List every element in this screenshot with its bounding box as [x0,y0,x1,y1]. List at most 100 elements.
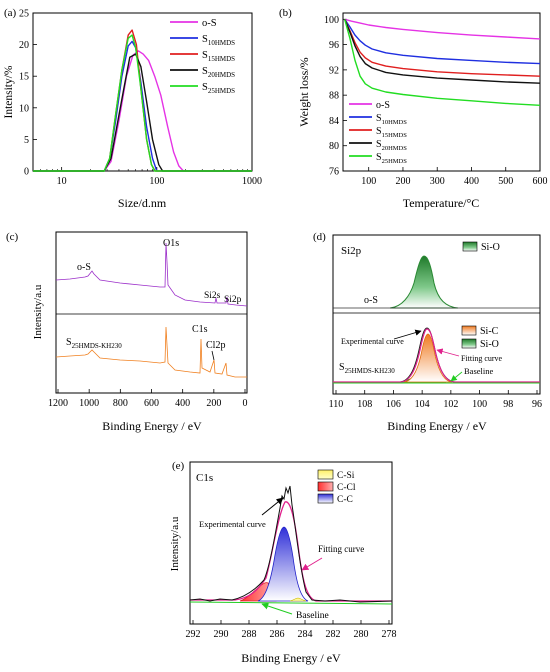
panel-d-arrow-baseline [450,371,463,382]
panel-a-y-axis: 0 5 10 15 20 25 [19,9,37,178]
panel-e-arrow-fitting [301,557,323,571]
panel-c-peak-cl2p: Cl2p [206,340,225,351]
panel-d-legend-si-o-swatch [461,338,477,349]
panel-c-xtick-label: 0 [243,398,248,409]
panel-a-series-line [33,50,252,172]
panel-a-legend-name: o-S [202,18,217,29]
panel-d-fitting-curve [333,328,540,383]
panel-c-cl2p-pointer [211,350,215,361]
panel-d-xtick-label: 110 [329,399,344,410]
panel-e-xtick-label: 286 [270,629,285,640]
panel-c-peak-si2s: Si2s [204,291,221,301]
panel-d-arrow-fitting [436,348,460,357]
panel-e-arrow-baseline [261,602,293,615]
panel-e-xlabel: Binding Energy / eV [241,651,341,665]
panel-d-xps-si2p: (d) Si2p o-S Si-O Experimental curve Fit… [313,231,542,433]
panel-c-spectrum-s25 [55,326,247,378]
panel-d-xlabel: Binding Energy / eV [387,419,487,433]
panel-d-bottom-si-c-peak [403,333,453,383]
panel-c-xlabel: Binding Energy / eV [102,419,202,433]
panel-d-arrow-experimental [393,329,422,340]
panel-c-ylabel: Intensity/a.u [32,284,44,339]
panel-b-ytick-label: 84 [329,116,339,127]
panel-e-legend-c-si-label: C-Si [337,471,355,481]
panel-e-xtick-label: 280 [354,629,369,640]
panel-b-legend-label: S10HMDS [376,113,407,126]
panel-d-legend-top-label: Si-O [481,242,500,253]
panel-b-series [344,18,541,106]
panel-d-sample-os: o-S [364,295,378,306]
panel-b-ytick-label: 96 [329,40,339,51]
panel-b-ytick-label: 100 [324,15,339,26]
panel-e-ylabel: Intensity/a.u [169,516,181,571]
panel-a-ytick-label: 15 [19,72,29,83]
panel-d-legend-si-c-swatch [461,325,477,336]
panel-b-tga-chart: (b) 76 80 84 88 92 96 100 100 200 300 400 500 600 o… [279,7,548,210]
panel-a-series [33,29,252,172]
panel-d-xtick-label: 98 [503,399,513,410]
panel-e-xtick-label: 282 [326,629,341,640]
panel-e-legend-c-c-swatch [317,493,334,504]
panel-a-legend-label: S25HMDS [202,82,235,95]
panel-b-ylabel: Weight loss/% [297,57,311,126]
panel-a-label: (a) [4,7,17,19]
panel-a-ytick-label: 25 [19,9,29,20]
panel-c-xps-survey: (c) o-S S25HMDS-KH230 O1s Si2s Si2p C1s … [6,231,248,433]
panel-c-peak-o1s: O1s [163,238,179,249]
panel-b-legend-sub: 25HMDS [382,158,408,165]
panel-e-annot-baseline: Baseline [296,611,329,621]
panel-c-xtick-label: 1000 [79,398,99,409]
panel-b-ytick-label: 80 [329,141,339,152]
panel-e-x-axis: 292 290 288 286 284 282 280 278 [186,620,397,640]
panel-b-series-line [344,19,541,77]
panel-e-legend-c-si-swatch [317,469,334,480]
panel-c-label: (c) [6,231,19,243]
panel-a-ytick-label: 10 [19,103,29,114]
panel-d-annot-fitting: Fitting curve [461,354,503,363]
panel-c-xtick-label: 1200 [48,398,68,409]
panel-b-legend-name: S [376,113,382,124]
panel-d-legend-si-o-label: Si-O [480,339,499,350]
panel-a-legend-label: S20HMDS [202,66,235,79]
panel-b-xtick-label: 300 [430,176,445,187]
panel-a-legend-sub: 15HMDS [208,55,235,63]
panel-a-legend-sub: 25HMDS [208,87,235,95]
panel-d-title: Si2p [341,245,362,257]
panel-d-sample-s25: S25HMDS-KH230 [339,362,395,375]
panel-e-xps-c1s: (e) C1s Experimental curve Fitting curve… [169,460,397,665]
panel-a-legend-name: S [202,50,208,61]
panel-b-legend-label: o-S [376,100,390,111]
panel-e-c-si-peak [289,597,307,602]
panel-a-xlabel: Size/d.nm [118,196,167,210]
panel-e-label: (e) [172,460,185,472]
panel-a-series-line [33,53,252,172]
panel-b-xtick-label: 600 [533,176,548,187]
panel-e-legend-c-cl-swatch [317,481,334,492]
panel-a-legend-name: S [202,34,208,45]
panel-e-experimental-curve [189,485,393,603]
panel-b-series-line [344,19,541,106]
panel-e-xtick-label: 288 [242,629,257,640]
panel-e-xtick-label: 292 [186,629,201,640]
panel-b-legend-name: S [376,139,382,150]
panel-a-ytick-label: 5 [24,135,29,146]
panel-d-xtick-label: 100 [472,399,487,410]
panel-b-xtick-label: 500 [498,176,513,187]
panel-e-baseline [189,601,393,605]
panel-a-series-line [33,34,252,172]
panel-d-x-axis: 110 108 106 104 102 100 98 96 [329,390,542,410]
panel-b-legend-sub: 10HMDS [382,119,408,126]
panel-b-x-axis: 100 200 300 400 500 600 [361,167,548,187]
panel-b-legend-name: o-S [376,100,390,111]
panel-e-xtick-label: 284 [298,629,313,640]
panel-b-legend-label: S25HMDS [376,152,407,165]
panel-c-xtick-label: 800 [113,398,128,409]
panel-e-xtick-label: 278 [382,629,397,640]
panel-b-xtick-label: 400 [464,176,479,187]
panel-a-ylabel: Intensity/% [3,65,15,118]
panel-c-sample-os: o-S [77,262,91,273]
panel-a-legend-sub: 20HMDS [208,71,235,79]
